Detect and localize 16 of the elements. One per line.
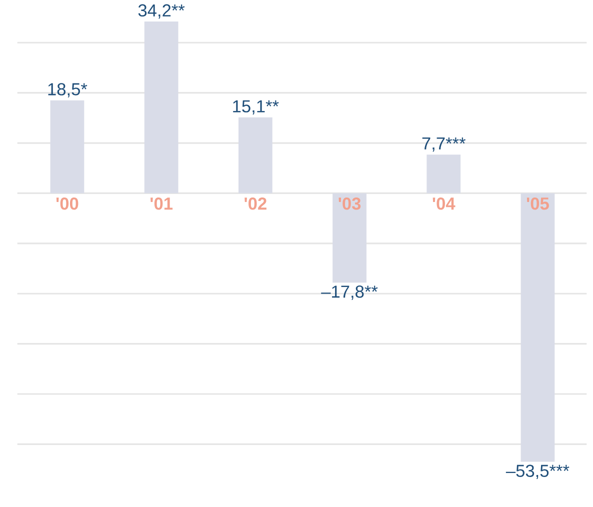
- x-tick-label: '00: [56, 197, 78, 210]
- x-tick-label: '01: [150, 197, 173, 210]
- data-label: 18,5*: [48, 83, 88, 98]
- data-label: 34,2**: [138, 4, 185, 19]
- data-label: 15,1**: [233, 100, 279, 114]
- x-tick-label: '05: [526, 197, 549, 210]
- bar: [238, 117, 272, 194]
- x-tick-label: '03: [338, 197, 361, 210]
- x-tick-label: '02: [244, 197, 266, 210]
- bar: [332, 193, 366, 283]
- data-label: –53,5***: [506, 464, 570, 480]
- bar: [50, 100, 84, 194]
- bar: [426, 154, 461, 194]
- data-label: 7,7***: [422, 137, 466, 152]
- x-tick-label: '04: [432, 197, 456, 210]
- data-label: –17,8**: [321, 286, 378, 300]
